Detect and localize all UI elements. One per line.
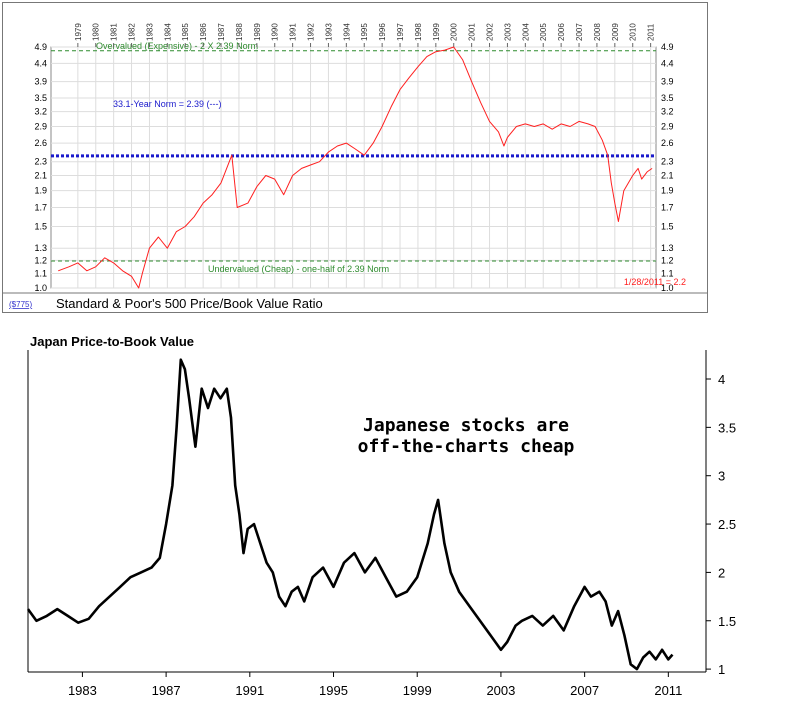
x-tick-label: 2006 [557, 23, 566, 41]
x-tick-label: 1998 [414, 23, 423, 41]
x-tick-label: 1983 [68, 683, 97, 698]
x-tick-label: 1979 [74, 23, 83, 41]
x-tick-label: 1982 [128, 23, 137, 41]
y-tick-label-left: 3.9 [34, 77, 47, 87]
sp500-chart-title: Standard & Poor's 500 Price/Book Value R… [56, 296, 323, 311]
x-tick-label: 2007 [570, 683, 599, 698]
y-tick-label: 1 [718, 662, 725, 677]
series-line-sp500 [58, 46, 653, 289]
x-tick-label: 1987 [152, 683, 181, 698]
y-tick-label: 3 [718, 469, 725, 484]
y-tick-label-left: 1.2 [34, 255, 47, 265]
y-tick-label-left: 4.4 [34, 58, 47, 68]
y-tick-label-right: 1.5 [661, 222, 674, 232]
x-tick-label: 2005 [539, 23, 548, 41]
y-tick-label: 2.5 [718, 517, 736, 532]
x-tick-label: 2003 [503, 23, 512, 41]
y-tick-label-right: 1.0 [661, 283, 674, 293]
x-tick-label: 1985 [181, 23, 190, 41]
x-tick-label: 2001 [468, 23, 477, 41]
y-tick-label-right: 4.9 [661, 42, 674, 52]
x-tick-label: 1980 [92, 23, 101, 41]
x-tick-label: 2007 [575, 23, 584, 41]
y-tick-label-right: 1.1 [661, 269, 674, 279]
x-tick-label: 1996 [378, 23, 387, 41]
y-tick-label-left: 2.3 [34, 157, 47, 167]
x-tick-label: 2002 [486, 23, 495, 41]
x-tick-label: 2008 [593, 23, 602, 41]
sp500-chart-panel: Overvalued (Expensive) - 2 X 2.39 Norm 33… [2, 2, 708, 313]
x-tick-label: 1991 [289, 23, 298, 41]
japan-chart: Japan Price-to-Book Value 1983 1987 1991 19… [26, 334, 736, 698]
y-tick-label-right: 1.9 [661, 186, 674, 196]
x-tick-label: 1995 [360, 23, 369, 41]
y-tick-label-right: 3.9 [661, 77, 674, 87]
ref-label-undervalued: Undervalued (Cheap) - one-half of 2.39 N… [208, 264, 389, 274]
y-tick-label-left: 1.9 [34, 186, 47, 196]
x-tick-label: 1988 [235, 23, 244, 41]
x-tick-label: 1999 [403, 683, 432, 698]
x-tick-label: 1991 [235, 683, 264, 698]
y-tick-label-left: 3.2 [34, 107, 47, 117]
y-tick-label-left: 4.9 [34, 42, 47, 52]
last-value-label: 1/28/2011 = 2.2 [624, 277, 686, 287]
ref-label-norm: 33.1-Year Norm = 2.39 (---) [113, 99, 221, 109]
x-tick-label: 1987 [217, 23, 226, 41]
x-tick-label: 2011 [647, 23, 656, 41]
y-tick-label: 4 [718, 372, 725, 387]
sp500-chart: Overvalued (Expensive) - 2 X 2.39 Norm 33… [3, 23, 707, 311]
x-tick-label: 2000 [450, 23, 459, 41]
x-tick-label: 1995 [319, 683, 348, 698]
y-tick-label-left: 3.5 [34, 93, 47, 103]
y-tick-label-right: 1.2 [661, 255, 674, 265]
japan-chart-title: Japan Price-to-Book Value [30, 334, 194, 349]
y-tick-label-left: 1.0 [34, 283, 47, 293]
y-tick-label-right: 4.4 [661, 58, 674, 68]
x-tick-label: 2010 [629, 23, 638, 41]
x-tick-label: 2003 [486, 683, 515, 698]
y-tick-label: 2 [718, 565, 725, 580]
x-tick-label: 1981 [110, 23, 119, 41]
y-tick-label-left: 2.6 [34, 138, 47, 148]
y-tick-label-left: 2.1 [34, 170, 47, 180]
y-tick-label-right: 3.5 [661, 93, 674, 103]
japan-annotation-line-2: off-the-charts cheap [358, 436, 575, 457]
x-tick-label: 1989 [253, 23, 262, 41]
y-tick-label-left: 1.5 [34, 222, 47, 232]
y-tick-label-right: 2.9 [661, 122, 674, 132]
x-tick-label: 1983 [145, 23, 154, 41]
y-tick-label-left: 1.3 [34, 243, 47, 253]
y-tick-label-left: 1.7 [34, 203, 47, 213]
ref-label-overvalued: Overvalued (Expensive) - 2 X 2.39 Norm [96, 41, 258, 51]
y-tick-label: 3.5 [718, 420, 736, 435]
y-tick-label-right: 1.7 [661, 203, 674, 213]
y-tick-label-right: 2.3 [661, 157, 674, 167]
x-tick-label: 1990 [271, 23, 280, 41]
y-tick-label-right: 2.1 [661, 170, 674, 180]
x-tick-label: 1999 [432, 23, 441, 41]
x-tick-label: 1986 [199, 23, 208, 41]
y-tick-label: 1.5 [718, 614, 736, 629]
y-tick-label-left: 2.9 [34, 122, 47, 132]
x-tick-label: 1992 [307, 23, 316, 41]
x-tick-label: 1984 [163, 23, 172, 41]
x-tick-label: 2009 [611, 23, 620, 41]
y-tick-label-right: 2.6 [661, 138, 674, 148]
japan-annotation-line-1: Japanese stocks are [363, 415, 569, 436]
x-tick-label: 1997 [396, 23, 405, 41]
x-tick-label: 1994 [342, 23, 351, 41]
y-tick-label-right: 3.2 [661, 107, 674, 117]
x-tick-label: 2011 [654, 683, 682, 698]
plot-area [50, 46, 657, 289]
y-tick-label-left: 1.1 [34, 269, 47, 279]
series-line-japan [26, 358, 674, 671]
symbol-link[interactable]: ($775) [9, 300, 32, 309]
y-tick-label-right: 1.3 [661, 243, 674, 253]
x-tick-label: 1993 [324, 23, 333, 41]
x-tick-label: 2004 [521, 23, 530, 41]
